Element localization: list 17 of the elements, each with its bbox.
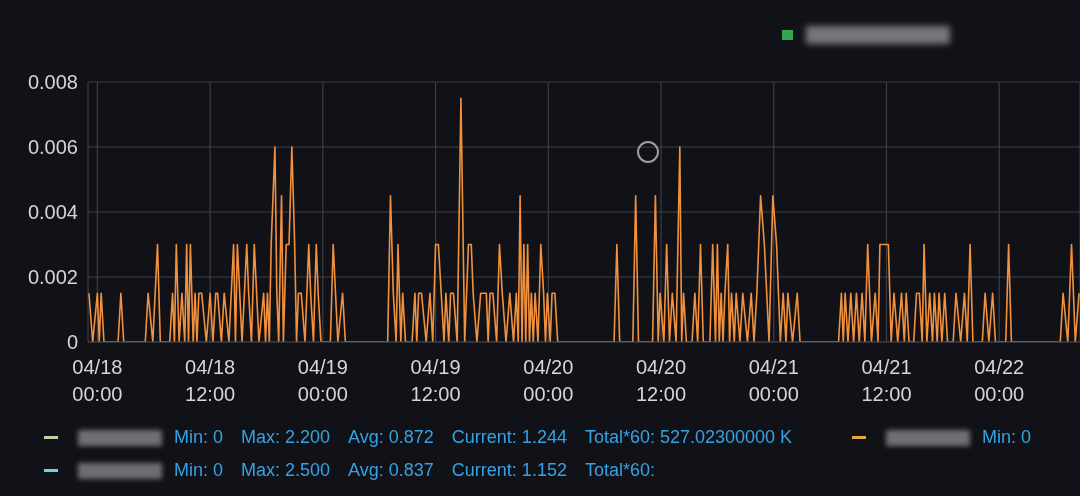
x-tick-label: 04/19 12:00 xyxy=(410,356,461,405)
y-tick-label: 0.002 xyxy=(27,266,78,289)
y-tick-label: 0.004 xyxy=(27,201,78,224)
x-tick-label: 04/18 00:00 xyxy=(72,356,123,405)
x-tick-label: 04/20 12:00 xyxy=(636,356,687,405)
y-tick-label: 0.008 xyxy=(27,71,78,94)
x-tick-label: 04/21 00:00 xyxy=(748,356,799,405)
text: Min: 0 Max: 2.200 Avg: 0.872 Current: 1.244 Total*60: 527.02300000 K xyxy=(174,427,793,448)
x-tick-label: 04/20 00:00 xyxy=(523,356,574,405)
x-tick-label: 04/21 12:00 xyxy=(861,356,912,405)
text: Min: 0 Max: 2.500 Avg: 0.837 Current: 1.152 Total*60: xyxy=(174,460,655,481)
y-tick-label: 0 xyxy=(66,331,78,354)
text: Min: 0 xyxy=(982,427,1032,448)
x-tick-label: 04/18 12:00 xyxy=(185,356,236,405)
y-tick-label: 0.006 xyxy=(27,136,78,159)
x-tick-label: 04/22 00:00 xyxy=(974,356,1025,405)
x-tick-label: 04/19 00:00 xyxy=(297,356,348,405)
